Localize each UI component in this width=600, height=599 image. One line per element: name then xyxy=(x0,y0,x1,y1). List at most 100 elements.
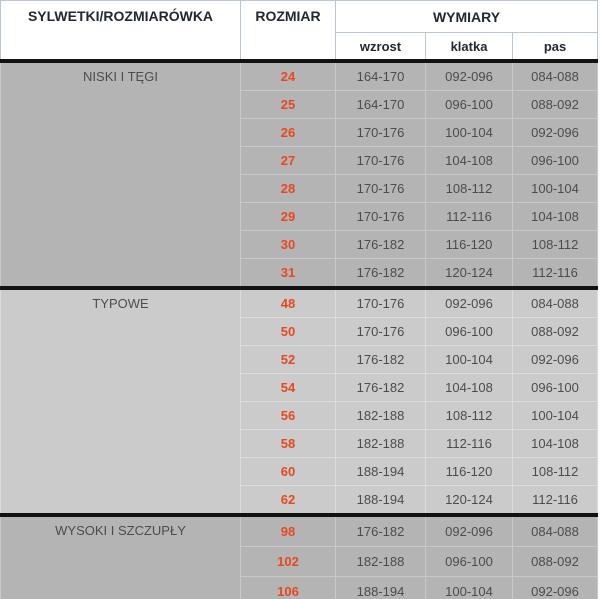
size-cell: 24 xyxy=(240,60,336,91)
table-row: 52 176-182 100-104 092-096 xyxy=(1,345,599,374)
size-cell: 50 xyxy=(240,317,336,346)
chest-cell: 100-104 xyxy=(425,118,513,147)
table-row: NISKI I TĘGI 24 164-170 092-096 084-088 xyxy=(0,60,599,289)
header-measurements: WYMIARY xyxy=(334,0,599,33)
height-cell: 182-188 xyxy=(335,401,426,430)
size-cell: 56 xyxy=(240,401,336,430)
height-cell: 182-188 xyxy=(335,546,426,577)
table-row: 28 170-176 108-112 100-104 xyxy=(1,174,599,203)
header-row-main: SYLWETKI/ROZMIARÓWKA ROZMIAR WYMIARY xyxy=(0,0,599,62)
table-row: 26 170-176 100-104 092-096 xyxy=(1,118,599,147)
height-cell: 170-176 xyxy=(335,174,426,203)
height-cell: 164-170 xyxy=(335,90,426,119)
height-cell: 176-182 xyxy=(335,345,426,374)
chest-cell: 112-116 xyxy=(425,202,513,231)
table-section: NISKI I TĘGI 24 164-170 092-096 084-088 25 164… xyxy=(0,60,599,289)
height-cell: 170-176 xyxy=(335,317,426,346)
chest-cell: 104-108 xyxy=(425,146,513,175)
chest-cell: 092-096 xyxy=(425,287,513,318)
table-row: 62 188-194 120-124 112-116 xyxy=(1,485,599,516)
chest-cell: 100-104 xyxy=(425,345,513,374)
table-row: 50 170-176 096-100 088-092 xyxy=(1,317,599,346)
size-cell: 28 xyxy=(240,174,336,203)
size-cell: 58 xyxy=(240,429,336,458)
waist-cell: 092-096 xyxy=(511,345,599,374)
waist-cell: 084-088 xyxy=(511,514,599,547)
size-cell: 102 xyxy=(240,546,336,577)
waist-cell: 084-088 xyxy=(511,287,599,318)
waist-cell: 100-104 xyxy=(511,174,599,203)
height-cell: 176-182 xyxy=(335,230,426,259)
chest-cell: 100-104 xyxy=(425,576,513,599)
chest-cell: 112-116 xyxy=(425,429,513,458)
size-cell: 48 xyxy=(240,287,336,318)
waist-cell: 096-100 xyxy=(511,146,599,175)
waist-cell: 108-112 xyxy=(511,457,599,486)
table-row: WYSOKI I SZCZUPŁY 98 176-182 092-096 084-088 xyxy=(0,514,599,599)
table-section: WYSOKI I SZCZUPŁY 98 176-182 092-096 084-088… xyxy=(0,514,599,599)
height-cell: 170-176 xyxy=(335,202,426,231)
table-section: TYPOWE 48 170-176 092-096 084-088 50 170-176 09… xyxy=(0,287,599,516)
height-cell: 176-182 xyxy=(335,373,426,402)
table-row: 27 170-176 104-108 096-100 xyxy=(1,146,599,175)
chest-cell: 104-108 xyxy=(425,373,513,402)
size-cell: 30 xyxy=(240,230,336,259)
table-row: 60 188-194 116-120 108-112 xyxy=(1,457,599,486)
size-cell: 54 xyxy=(240,373,336,402)
waist-cell: 112-116 xyxy=(511,485,599,516)
table-row: 25 164-170 096-100 088-092 xyxy=(1,90,599,119)
height-cell: 164-170 xyxy=(335,60,426,91)
table-row: 58 182-188 112-116 104-108 xyxy=(1,429,599,458)
size-cell: 106 xyxy=(240,576,336,599)
waist-cell: 096-100 xyxy=(511,373,599,402)
header-height: wzrost xyxy=(335,32,426,62)
header-chest: klatka xyxy=(425,32,513,62)
height-cell: 188-194 xyxy=(335,457,426,486)
height-cell: 182-188 xyxy=(335,429,426,458)
waist-cell: 112-116 xyxy=(511,258,599,289)
table-row: 106 188-194 100-104 092-096 xyxy=(1,576,599,599)
table-row: 29 170-176 112-116 104-108 xyxy=(1,202,599,231)
height-cell: 188-194 xyxy=(335,485,426,516)
chest-cell: 096-100 xyxy=(425,317,513,346)
table-header: SYLWETKI/ROZMIARÓWKA ROZMIAR WYMIARY wzr… xyxy=(0,0,599,62)
size-cell: 27 xyxy=(240,146,336,175)
chest-cell: 120-124 xyxy=(425,258,513,289)
chest-cell: 096-100 xyxy=(425,90,513,119)
size-cell: 29 xyxy=(240,202,336,231)
chest-cell: 092-096 xyxy=(425,514,513,547)
size-cell: 31 xyxy=(240,258,336,289)
size-cell: 25 xyxy=(240,90,336,119)
header-silhouettes: SYLWETKI/ROZMIARÓWKA xyxy=(0,0,241,62)
waist-cell: 088-092 xyxy=(511,90,599,119)
waist-cell: 088-092 xyxy=(511,317,599,346)
chest-cell: 108-112 xyxy=(425,174,513,203)
height-cell: 176-182 xyxy=(335,258,426,289)
waist-cell: 104-108 xyxy=(511,202,599,231)
header-size: ROZMIAR xyxy=(240,0,336,62)
table-row: 56 182-188 108-112 100-104 xyxy=(1,401,599,430)
chest-cell: 092-096 xyxy=(425,60,513,91)
waist-cell: 084-088 xyxy=(511,60,599,91)
section-label: NISKI I TĘGI xyxy=(0,60,241,289)
height-cell: 170-176 xyxy=(335,146,426,175)
header-waist: pas xyxy=(511,32,599,62)
table-row: TYPOWE 48 170-176 092-096 084-088 xyxy=(0,287,599,516)
section-label: WYSOKI I SZCZUPŁY xyxy=(0,514,241,599)
height-cell: 170-176 xyxy=(335,118,426,147)
height-cell: 170-176 xyxy=(335,287,426,318)
height-cell: 176-182 xyxy=(335,514,426,547)
section-label: TYPOWE xyxy=(0,287,241,516)
header-row-sub: wzrost klatka pas xyxy=(1,32,599,62)
chest-cell: 116-120 xyxy=(425,457,513,486)
size-cell: 26 xyxy=(240,118,336,147)
table-row: 31 176-182 120-124 112-116 xyxy=(1,258,599,289)
table-row: 30 176-182 116-120 108-112 xyxy=(1,230,599,259)
height-cell: 188-194 xyxy=(335,576,426,599)
waist-cell: 104-108 xyxy=(511,429,599,458)
chest-cell: 120-124 xyxy=(425,485,513,516)
waist-cell: 088-092 xyxy=(511,546,599,577)
size-cell: 62 xyxy=(240,485,336,516)
chest-cell: 096-100 xyxy=(425,546,513,577)
